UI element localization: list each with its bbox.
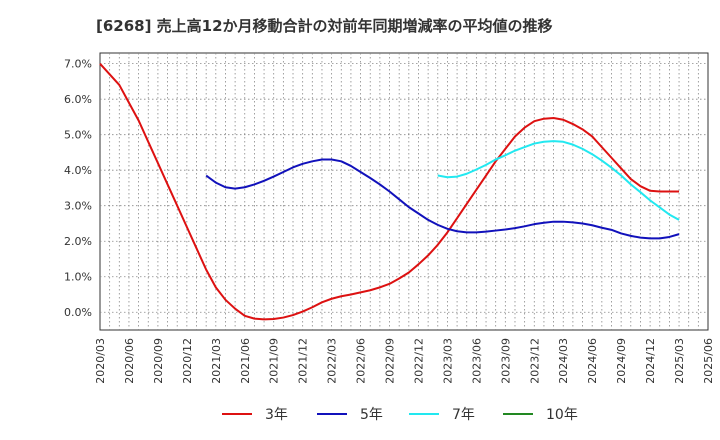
x-tick-label: 2023/06 [470,338,483,384]
x-tick-label: 2021/03 [210,338,223,384]
series-line-1 [205,158,680,240]
x-tick-label: 2025/03 [673,338,686,384]
x-tick-label: 2020/03 [94,338,107,384]
y-tick-label: 1.0% [64,271,92,284]
series-lines [99,62,680,321]
x-tick-label: 2022/12 [412,338,425,384]
x-tick-label: 2022/09 [384,338,397,384]
x-tick-label: 2024/09 [615,338,628,384]
y-tick-label: 3.0% [64,200,92,213]
series-line-0 [99,62,680,321]
legend-label-0: 3年 [265,407,288,423]
x-tick-label: 2024/12 [644,338,657,384]
x-tick-label: 2020/09 [152,338,165,384]
x-tick-label: 2021/09 [268,338,281,384]
x-axis: 2020/03 2020/06 2020/09 2020/12 2021/03 2021/… [94,338,715,384]
legend: 3年 5年 7年 10年 [222,407,578,423]
x-tick-label: 2023/12 [528,338,541,384]
y-tick-label: 6.0% [64,93,92,106]
y-tick-label: 7.0% [64,58,92,71]
x-tick-label: 2024/03 [557,338,570,384]
x-tick-label: 2024/06 [586,338,599,384]
y-tick-label: 5.0% [64,129,92,142]
x-tick-label: 2020/06 [123,338,136,384]
y-axis: 0.0% 1.0% 2.0% 3.0% 4.0% 5.0% 6.0% 7.0% [64,58,92,320]
x-tick-label: 2023/03 [441,338,454,384]
series-line-2 [437,140,680,221]
gridlines [100,53,708,330]
x-tick-label: 2022/06 [355,338,368,384]
x-tick-label: 2020/12 [181,338,194,384]
legend-label-3: 10年 [546,407,578,423]
x-tick-label: 2021/06 [239,338,252,384]
chart-title: [6268] 売上高12か月移動合計の対前年同期増減率の平均値の推移 [96,17,553,35]
y-tick-label: 0.0% [64,306,92,319]
x-tick-label: 2022/03 [326,338,339,384]
legend-label-2: 7年 [452,407,475,423]
plot-area [99,52,709,331]
y-tick-label: 4.0% [64,164,92,177]
x-tick-label: 2023/09 [499,338,512,384]
legend-label-1: 5年 [360,407,383,423]
y-tick-label: 2.0% [64,235,92,248]
x-tick-label: 2021/12 [297,338,310,384]
x-tick-label: 2025/06 [702,338,715,384]
